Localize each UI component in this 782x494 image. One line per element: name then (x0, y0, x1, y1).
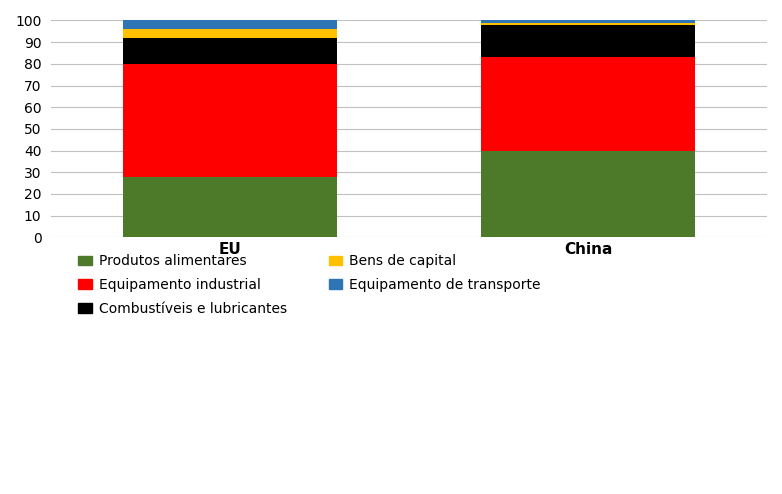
Legend: Produtos alimentares, Equipamento industrial, Combustíveis e lubricantes, Bens d: Produtos alimentares, Equipamento indust… (73, 249, 547, 322)
Bar (481, 23, 695, 25)
Bar (123, 38, 338, 64)
Bar (123, 29, 338, 38)
Bar (481, 25, 695, 57)
Bar (123, 20, 338, 29)
Bar (123, 64, 338, 176)
Bar (123, 176, 338, 237)
Bar (481, 57, 695, 151)
Bar (481, 151, 695, 237)
Bar (481, 20, 695, 23)
